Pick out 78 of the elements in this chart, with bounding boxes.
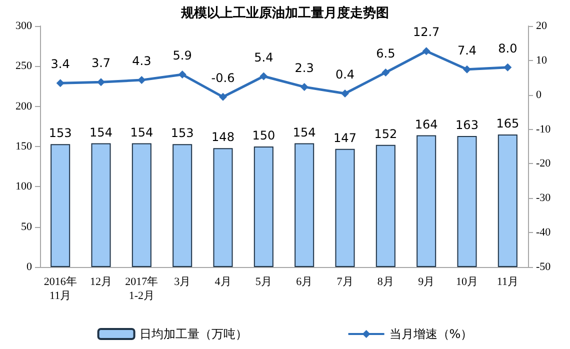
y2-tick-label: 0 — [536, 88, 542, 101]
y-tick-label: 150 — [16, 140, 32, 152]
point — [56, 79, 64, 88]
data-label: 148 — [212, 130, 234, 144]
bar — [50, 144, 70, 267]
y2-tick-label: -40 — [536, 226, 552, 239]
x-tick-label: 4月 — [214, 276, 232, 288]
legend-label: 日均加工量（万吨） — [139, 327, 248, 341]
y-tick-label: 250 — [16, 60, 32, 72]
x-tick-label: 9月 — [418, 276, 435, 288]
data-label: 165 — [496, 116, 520, 130]
bar — [335, 148, 355, 267]
data-label: 8.0 — [498, 41, 518, 56]
data-label: 6.5 — [376, 46, 396, 60]
point — [300, 82, 308, 91]
data-label: 12.7 — [412, 25, 440, 40]
data-label: -0.6 — [211, 70, 235, 85]
x-tick-label: 7月 — [336, 276, 354, 288]
data-label: 154 — [292, 125, 316, 140]
y-tick-label: 0 — [26, 261, 32, 273]
bar — [457, 136, 477, 267]
data-label: 3.7 — [91, 56, 111, 70]
point — [178, 70, 186, 79]
x-tick-label: 11月 — [496, 276, 518, 288]
data-label: 147 — [334, 130, 356, 145]
data-label: 164 — [414, 117, 438, 132]
point — [219, 92, 227, 101]
y2-tick-label: -10 — [536, 123, 552, 136]
data-label: 153 — [48, 126, 72, 140]
y2-tick-label: 10 — [536, 54, 548, 66]
data-label: 154 — [130, 125, 154, 140]
y-tick-label: 50 — [21, 220, 32, 233]
data-label: 2.3 — [294, 60, 314, 75]
point — [382, 68, 390, 76]
chart-title: 规模以上工业原油加工量月度走势图 — [180, 5, 389, 21]
point — [422, 47, 430, 56]
x-tick-label: 8月 — [377, 276, 394, 288]
y-tick-label: 100 — [16, 180, 32, 193]
y2-tick-label: -50 — [536, 261, 552, 273]
data-label: 4.3 — [132, 54, 152, 68]
y-tick-label: 300 — [16, 20, 32, 32]
bar — [213, 148, 233, 267]
data-label: 5.4 — [254, 50, 274, 64]
data-label: 3.4 — [50, 57, 70, 72]
bar — [91, 143, 111, 267]
y-tick-label: 200 — [16, 100, 32, 112]
bar — [294, 143, 314, 267]
point — [260, 72, 268, 80]
x-tick-label: 2016年 11月 — [44, 276, 77, 302]
data-label: 154 — [90, 125, 112, 140]
bar — [254, 146, 274, 267]
bar — [132, 143, 152, 267]
bar — [172, 144, 192, 267]
bar — [498, 134, 518, 267]
bar — [376, 144, 396, 267]
point — [504, 63, 512, 72]
x-tick-label: 6月 — [296, 276, 313, 288]
point — [341, 89, 349, 98]
bar — [416, 135, 436, 267]
x-tick-label: 12月 — [90, 276, 112, 288]
point — [138, 76, 146, 84]
x-tick-label: 3月 — [174, 276, 191, 288]
x-tick-label: 10月 — [456, 276, 478, 288]
data-label: 0.4 — [335, 67, 355, 82]
x-tick-label: 5月 — [255, 276, 272, 288]
y2-tick-label: -30 — [536, 192, 552, 204]
point — [97, 78, 105, 86]
data-label: 153 — [170, 126, 194, 140]
data-label: 150 — [252, 128, 276, 142]
legend-label: 当月增速（%） — [389, 327, 473, 341]
data-label: 7.4 — [457, 43, 477, 58]
point — [463, 65, 471, 74]
x-tick-label: 2017年 1-2月 — [125, 276, 158, 302]
y2-tick-label: -20 — [536, 158, 552, 170]
y2-tick-label: 20 — [536, 20, 548, 32]
data-label: 152 — [374, 126, 398, 141]
data-label: 5.9 — [172, 48, 192, 63]
data-label: 163 — [456, 118, 478, 132]
